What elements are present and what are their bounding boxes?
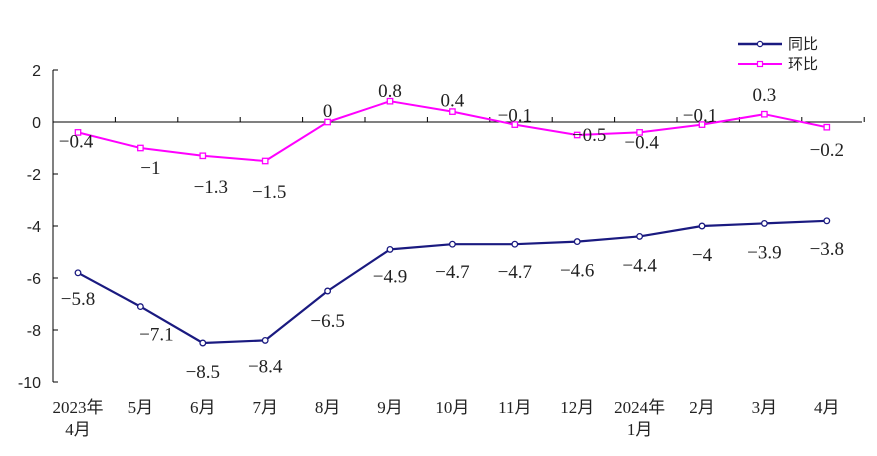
data-label: 0 [323,101,333,122]
data-label: −6.5 [310,311,344,332]
x-tick-label: 2023年 [53,398,104,417]
x-tick-label: 2月 [689,398,715,417]
data-point [636,232,644,240]
legend-label: 环比 [788,55,818,73]
y-tick-label: -4 [27,219,41,236]
data-point [823,123,831,131]
data-point [324,287,332,295]
y-tick-label: -8 [27,323,41,340]
data-point [573,238,581,246]
data-label: −3.9 [747,242,781,263]
data-point [511,240,519,248]
data-point [823,217,831,225]
legend-label: 同比 [788,35,818,53]
data-point [136,303,144,311]
data-label: −4.7 [435,262,469,283]
y-tick-label: -6 [27,271,41,288]
data-label: −0.5 [572,125,606,146]
data-point [449,108,456,115]
data-label: −0.4 [624,132,659,153]
data-label: −8.5 [186,362,220,383]
x-tick-label: 9月 [377,398,403,417]
data-point [261,336,269,344]
data-point [698,222,706,230]
data-label: −4.9 [373,266,407,287]
x-tick-label: 1月 [627,420,653,439]
data-label: −1.3 [194,177,228,198]
x-tick-label: 7月 [252,398,278,417]
data-label: −8.4 [248,356,283,377]
data-point [573,131,581,139]
x-tick-label: 3月 [752,398,778,417]
data-point [137,144,144,152]
data-label: −0.4 [59,131,94,152]
data-label: −4.7 [498,262,532,283]
data-point [324,118,331,126]
data-label: −7.1 [139,325,173,346]
data-label: 0.8 [378,81,402,102]
x-tick-label: 11月 [498,398,531,417]
data-labels: −5.8 −7.1 −8.5 −8.4 −6.5 −4.9 −4.7 −4.7 −4.6 −4.4… [59,81,844,383]
x-tick-label: 12月 [560,398,594,417]
data-label: −4.4 [622,255,657,276]
data-point [386,245,394,253]
data-point [448,240,456,248]
legend-marker [756,60,764,68]
y-tick-label: 2 [32,63,41,80]
data-point [636,129,643,136]
legend-marker [756,40,764,48]
data-label: −1.5 [252,182,286,203]
data-label: −0.1 [498,106,532,127]
data-point [698,121,706,128]
x-tick-label: 2024年 [614,398,665,417]
data-label: −1 [140,158,160,179]
y-tick-label: -10 [18,375,41,392]
data-point [199,339,207,347]
data-label: −4.6 [560,261,594,282]
data-point [760,219,768,227]
data-label: 0.4 [441,91,465,112]
data-point [261,157,269,165]
x-tick-label: 5月 [128,398,154,417]
data-label: 0.3 [753,85,777,106]
data-point [74,269,82,277]
data-label: −0.2 [810,140,844,161]
data-point [199,152,207,160]
data-point [386,97,394,105]
data-label: −0.1 [683,106,717,127]
x-tick-label: 8月 [315,398,341,417]
y-tick-label: -2 [27,167,41,184]
y-tick-label: 0 [32,115,41,132]
data-point [74,129,82,136]
data-label: −5.8 [61,289,95,310]
x-tick-label: 10月 [435,398,469,417]
data-point [511,121,519,128]
x-tick-label: 4月 [65,420,91,439]
data-label: −3.8 [810,239,844,260]
x-tick-label: 6月 [190,398,216,417]
axes: 2 0 -2 -4 -6 -8 -10 2023年 4月 5月 6月 7月 8月 9月 10月 11月 12月 2… [18,63,865,439]
data-point [761,110,768,118]
data-label: −4 [692,245,713,266]
x-tick-label: 4月 [814,398,840,417]
series-layer [74,97,831,347]
